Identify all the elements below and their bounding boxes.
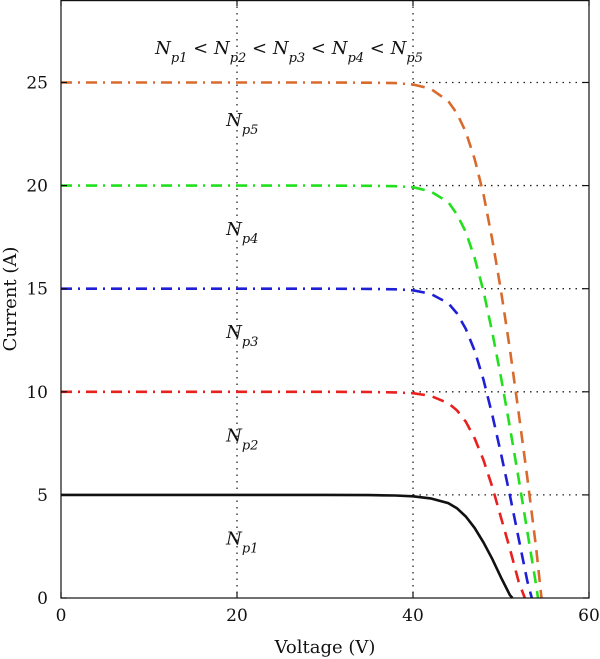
order-term-subscript: p1: [171, 51, 188, 66]
series-line-p4-flat: [61, 184, 414, 189]
y-axis-label: Current (A): [0, 247, 21, 352]
series-line-p5-knee: [412, 83, 543, 599]
order-term-subscript: p3: [289, 51, 306, 66]
x-tick-label: 40: [402, 606, 424, 626]
order-term-base: N: [331, 38, 349, 59]
order-separator: <: [364, 38, 391, 59]
series-label-p3: Np3: [225, 322, 258, 350]
x-tick-label: 0: [56, 606, 67, 626]
y-tick-label: 0: [37, 589, 48, 609]
y-tick-label: 20: [26, 177, 48, 197]
series-label-subscript: p2: [242, 438, 259, 453]
order-separator: <: [246, 38, 273, 59]
series-label-p1: Np1: [225, 528, 258, 556]
x-tick-label: 60: [578, 606, 600, 626]
series-label-p4: Np4: [225, 219, 258, 247]
grid-lines: [236, 0, 589, 598]
series-label-base: N: [225, 425, 243, 446]
series-line-p4-knee: [412, 185, 540, 599]
order-term-subscript: p5: [406, 51, 423, 66]
series-label-subscript: p1: [242, 541, 259, 556]
order-term-subscript: p2: [230, 51, 247, 66]
series-label-p5: Np5: [225, 110, 258, 138]
plot-frame: [60, 0, 590, 599]
x-axis-label: Voltage (V): [274, 637, 376, 658]
y-tick-label: 10: [26, 383, 48, 403]
series-label-subscript: p4: [242, 232, 259, 247]
y-tick-label: 15: [26, 280, 48, 300]
series-lines: [61, 81, 543, 599]
series-label-base: N: [225, 110, 243, 131]
y-tick-label: 5: [37, 486, 48, 506]
series-line-p2-flat: [61, 390, 414, 395]
series-label-base: N: [225, 219, 243, 240]
order-term-base: N: [272, 38, 290, 59]
order-separator: <: [187, 38, 214, 59]
order-term-base: N: [213, 38, 231, 59]
series-label-base: N: [225, 528, 243, 549]
series-label-p2: Np2: [225, 425, 258, 453]
series-line-p2-knee: [412, 391, 527, 599]
series-label-base: N: [225, 322, 243, 343]
series-line-p5-flat: [61, 81, 414, 86]
order-term-base: N: [390, 38, 408, 59]
series-line-p1: [61, 493, 514, 599]
order-separator: <: [305, 38, 332, 59]
order-annotation: Np1 < Np2 < Np3 < Np4 < Np5: [154, 38, 423, 66]
series-label-subscript: p5: [242, 122, 259, 137]
series-label-subscript: p3: [242, 335, 259, 350]
x-tick-label: 20: [226, 606, 248, 626]
axis-ticks: 0 20 40 60 0 5 10 15 20 25: [26, 0, 600, 626]
series-line-p3-flat: [61, 287, 414, 292]
series-line-p3-knee: [412, 289, 534, 599]
y-tick-label: 25: [26, 73, 48, 93]
order-term-base: N: [154, 38, 172, 59]
order-term-subscript: p4: [347, 51, 364, 66]
